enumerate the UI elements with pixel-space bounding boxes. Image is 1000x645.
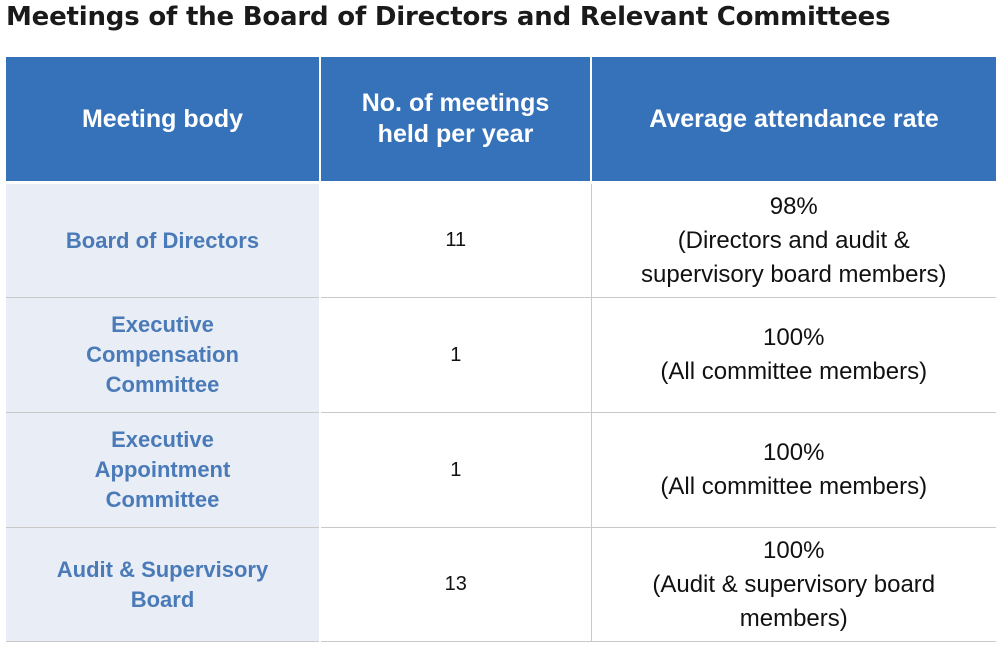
header-row: Meeting body No. of meetings held per ye…	[6, 57, 996, 184]
body-line: Audit & Supervisory	[56, 556, 269, 582]
body-line: Executive	[111, 312, 214, 337]
attendance-rate-cell: 100% (All committee members)	[590, 297, 996, 413]
rate-line: supervisory board members)	[641, 260, 947, 288]
header-line: No. of meetings	[361, 89, 550, 117]
rate-line: (Audit & supervisory board	[652, 570, 936, 598]
rate-line: 98%	[769, 192, 818, 220]
table-row: Executive Compensation Committee 1 100% …	[6, 297, 996, 413]
meetings-table: Meeting body No. of meetings held per ye…	[6, 57, 996, 642]
meetings-count-cell: 1	[319, 297, 591, 413]
table-row: Executive Appointment Committee 1 100% (…	[6, 412, 996, 528]
body-line: Committee	[105, 487, 220, 512]
header-meetings-per-year: No. of meetings held per year	[319, 57, 592, 184]
header-meeting-body: Meeting body	[6, 57, 321, 184]
attendance-rate-cell: 98% (Directors and audit & supervisory b…	[590, 182, 996, 298]
meeting-body-cell: Board of Directors	[6, 182, 320, 298]
header-line: Meeting body	[81, 104, 244, 133]
meeting-body-cell: Executive Compensation Committee	[6, 297, 320, 413]
rate-line: 100%	[763, 324, 825, 351]
body-line: Committee	[105, 372, 220, 397]
meetings-count-cell: 11	[319, 182, 591, 298]
attendance-rate-cell: 100% (Audit & supervisory board members)	[590, 527, 996, 642]
body-line: Compensation	[86, 342, 239, 367]
body-line: Board	[130, 586, 195, 612]
body-line: Executive	[111, 427, 214, 452]
meetings-count-cell: 1	[319, 412, 591, 528]
body-line: Board of Directors	[65, 227, 260, 253]
rate-line: (Directors and audit &	[677, 226, 910, 254]
meeting-body-cell: Audit & Supervisory Board	[6, 527, 320, 642]
table-row: Audit & Supervisory Board 13 100% (Audit…	[6, 527, 996, 642]
attendance-rate-cell: 100% (All committee members)	[590, 412, 996, 528]
rate-line: (All committee members)	[660, 358, 928, 385]
header-line: Average attendance rate	[649, 104, 939, 133]
header-attendance-rate: Average attendance rate	[590, 57, 996, 184]
rate-line: (All committee members)	[660, 473, 928, 500]
page-title: Meetings of the Board of Directors and R…	[6, 2, 891, 32]
meeting-body-cell: Executive Appointment Committee	[6, 412, 320, 528]
rate-line: 100%	[763, 536, 825, 564]
table-row: Board of Directors 11 98% (Directors and…	[6, 182, 996, 298]
body-line: Appointment	[94, 457, 231, 482]
rate-line: 100%	[763, 439, 825, 466]
header-line: held per year	[377, 120, 534, 148]
rate-line: members)	[739, 604, 848, 632]
meetings-count-cell: 13	[319, 527, 591, 642]
